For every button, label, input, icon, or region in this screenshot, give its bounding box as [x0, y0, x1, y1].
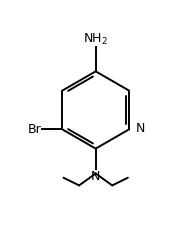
Text: Br: Br	[27, 123, 41, 136]
Text: N: N	[136, 122, 146, 135]
Text: N: N	[91, 170, 100, 183]
Text: NH$_2$: NH$_2$	[83, 31, 108, 46]
